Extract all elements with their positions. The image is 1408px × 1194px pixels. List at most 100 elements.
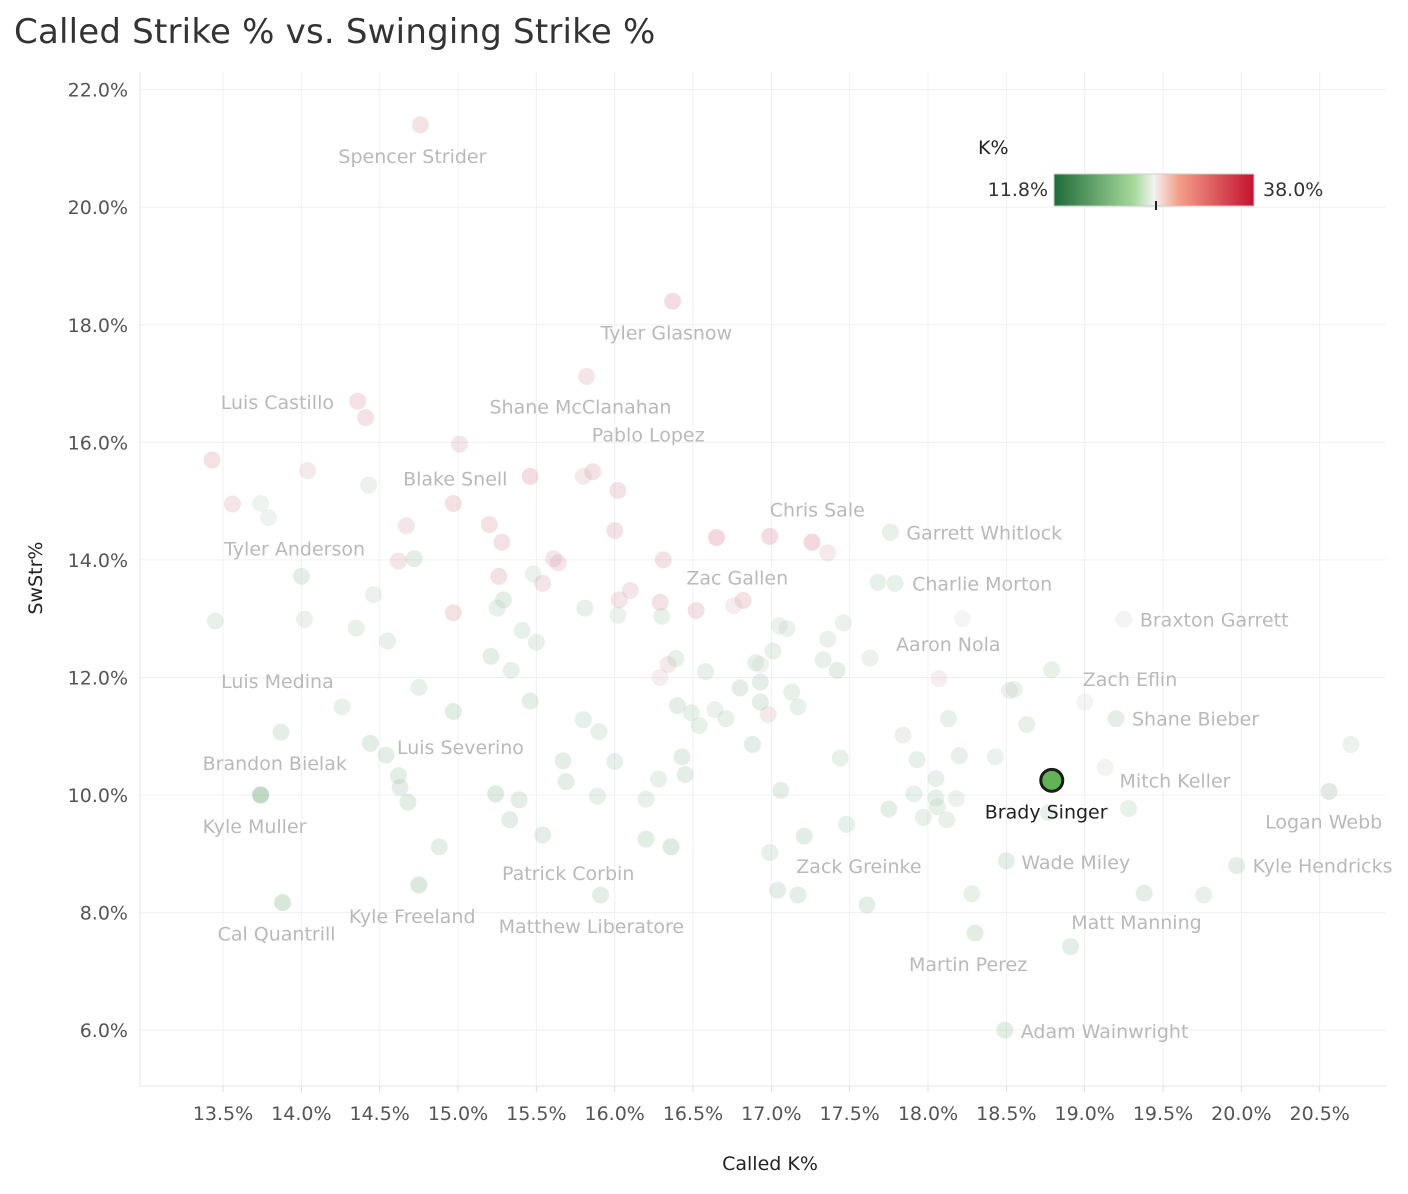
point-label: Shane Bieber — [1132, 709, 1259, 731]
point-label: Cal Quantrill — [218, 924, 336, 946]
data-point — [488, 599, 506, 617]
data-point — [410, 678, 428, 696]
data-point — [778, 620, 796, 638]
data-point — [444, 604, 462, 622]
point-label: Braxton Garrett — [1140, 609, 1289, 631]
data-point — [783, 683, 801, 701]
point-label: Matt Manning — [1071, 912, 1201, 934]
y-tick-label: 20.0% — [68, 197, 128, 219]
data-point — [389, 767, 407, 785]
data-point — [584, 463, 602, 481]
data-point — [377, 746, 395, 764]
point-label: Logan Webb — [1265, 811, 1382, 833]
data-point — [259, 509, 277, 527]
data-point — [1228, 857, 1246, 875]
data-point — [357, 409, 375, 427]
data-point — [814, 651, 832, 669]
point-label: Zach Eflin — [1083, 669, 1177, 691]
x-tick-label: 13.5% — [193, 1103, 253, 1125]
data-point — [861, 649, 879, 667]
data-point — [430, 838, 448, 856]
point-label: Brandon Bielak — [203, 753, 347, 775]
data-point — [1107, 710, 1125, 728]
data-point — [588, 787, 606, 805]
data-point — [1000, 681, 1018, 699]
data-point — [577, 367, 595, 385]
point-label: Patrick Corbin — [502, 863, 634, 885]
highlighted-data-point[interactable] — [1039, 767, 1065, 793]
data-point — [274, 894, 292, 912]
data-point — [295, 610, 313, 628]
y-tick-label: 16.0% — [68, 432, 128, 454]
data-point — [513, 621, 531, 639]
data-point — [361, 734, 379, 752]
data-point — [731, 679, 749, 697]
data-point — [637, 790, 655, 808]
data-point — [928, 798, 946, 816]
data-point — [996, 1021, 1014, 1039]
data-point — [501, 811, 519, 829]
data-point — [1120, 800, 1138, 818]
data-point — [654, 551, 672, 569]
x-tick-label: 14.5% — [350, 1103, 410, 1125]
data-point — [687, 601, 705, 619]
x-tick-label: 20.0% — [1211, 1103, 1271, 1125]
data-point — [938, 811, 956, 829]
x-tick-label: 15.0% — [428, 1103, 488, 1125]
data-point — [708, 529, 726, 547]
data-point — [360, 476, 378, 494]
data-point — [769, 881, 787, 899]
point-label: Martin Perez — [909, 954, 1027, 976]
data-point — [502, 661, 520, 679]
y-tick-label: 10.0% — [68, 785, 128, 807]
data-point — [667, 650, 685, 668]
data-point — [751, 673, 769, 691]
data-point — [252, 494, 270, 512]
x-tick-label: 18.5% — [976, 1103, 1036, 1125]
data-point — [444, 494, 462, 512]
data-point — [963, 885, 981, 903]
data-point — [1043, 661, 1061, 679]
data-point — [930, 670, 948, 688]
data-point — [609, 482, 627, 500]
data-point — [521, 467, 539, 485]
data-point — [490, 567, 508, 585]
x-tick-label: 19.0% — [1054, 1103, 1114, 1125]
data-point — [1320, 782, 1338, 800]
data-point — [1195, 886, 1213, 904]
data-point — [673, 748, 691, 766]
data-point — [880, 800, 898, 818]
data-point — [410, 876, 428, 894]
data-point — [576, 599, 594, 617]
data-point — [653, 607, 671, 625]
data-point — [252, 786, 270, 804]
data-point — [744, 735, 762, 753]
data-point — [717, 710, 735, 728]
data-point — [610, 591, 628, 609]
data-point — [292, 567, 310, 585]
axes: 13.5% 14.0% 14.5% 15.0% 15.5% 16.0% 16.5% 17.0%… — [68, 72, 1386, 1125]
x-tick-label: 19.5% — [1133, 1103, 1193, 1125]
data-point — [1135, 884, 1153, 902]
data-point — [676, 765, 694, 783]
data-point — [858, 896, 876, 914]
x-tick-label: 20.5% — [1289, 1103, 1349, 1125]
x-axis-label: Called K% — [722, 1153, 818, 1175]
legend-max-label: 38.0% — [1263, 179, 1323, 201]
data-point — [592, 886, 610, 904]
point-label: Kyle Hendricks — [1253, 856, 1393, 878]
data-point — [1342, 735, 1360, 753]
data-point — [606, 522, 624, 540]
data-point — [682, 704, 700, 722]
point-label: Matthew Liberatore — [499, 916, 684, 938]
data-point — [997, 852, 1015, 870]
data-point — [534, 826, 552, 844]
chart-title: Called Strike % vs. Swinging Strike % — [14, 12, 656, 52]
point-label: Zac Gallen — [686, 567, 788, 589]
data-point — [772, 781, 790, 799]
data-point — [487, 785, 505, 803]
y-tick-label: 8.0% — [80, 903, 128, 925]
data-point — [521, 692, 539, 710]
data-point — [725, 597, 743, 615]
x-tick-label: 15.5% — [506, 1103, 566, 1125]
